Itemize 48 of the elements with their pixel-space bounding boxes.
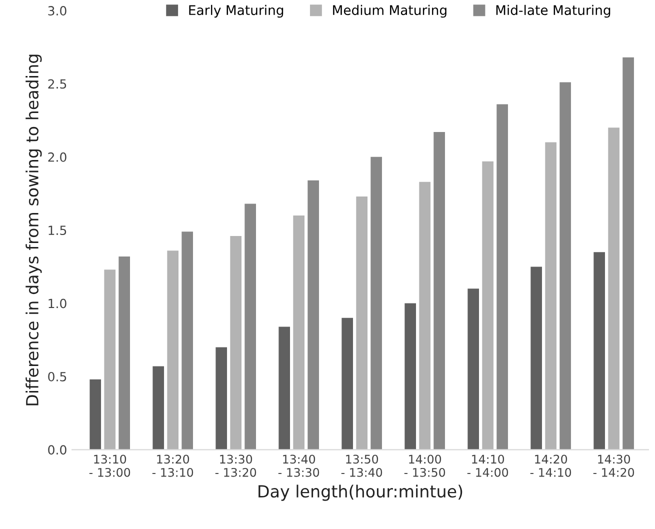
bar <box>118 256 130 450</box>
bar <box>560 82 571 450</box>
x-tick-label: 14:20 - 14:10 <box>530 454 572 477</box>
bar <box>167 250 179 450</box>
x-tick-label: 14:10 - 14:00 <box>467 454 508 477</box>
bar <box>278 326 290 450</box>
bar <box>482 161 494 450</box>
x-tick-label: 13:20 - 13:10 <box>152 454 194 477</box>
bar <box>342 318 354 450</box>
y-tick-label: 3.0 <box>48 6 66 16</box>
bar <box>419 182 430 450</box>
y-tick-label: 0.0 <box>48 445 66 455</box>
y-tick-label: 1.5 <box>48 226 66 236</box>
x-tick-label: 13:50 - 13:40 <box>341 454 382 477</box>
x-tick-label: 14:00 - 13:50 <box>404 454 446 477</box>
bar <box>530 266 542 450</box>
y-tick-label: 1.0 <box>48 298 66 308</box>
legend-label: Early Maturing <box>189 4 284 18</box>
bar <box>356 196 368 450</box>
x-tick-label: 13:10 - 13:00 <box>89 454 130 477</box>
y-tick-label: 2.5 <box>48 79 66 89</box>
bar <box>244 204 256 450</box>
x-axis-title: Day length(hour:mintue) <box>258 484 462 501</box>
bar <box>370 156 382 450</box>
bar <box>545 142 556 450</box>
x-tick-label: 13:40 - 13:30 <box>278 454 320 477</box>
bar <box>293 215 304 450</box>
y-axis-title: Difference in days from sowing to heading <box>26 54 42 406</box>
bar <box>468 288 479 450</box>
bar <box>434 132 445 450</box>
bar <box>152 366 164 450</box>
bar <box>308 180 319 450</box>
bar <box>496 104 508 450</box>
x-tick-label: 13:30 - 13:20 <box>215 454 256 477</box>
bar <box>230 236 242 450</box>
y-tick-label: 0.5 <box>48 372 66 382</box>
x-tick-label: 14:30 - 14:20 <box>593 454 634 477</box>
bar <box>622 57 634 450</box>
bar <box>608 128 620 450</box>
legend-label: Mid-late Maturing <box>496 4 610 18</box>
bar <box>182 232 193 450</box>
bar <box>104 270 116 450</box>
bar <box>216 347 228 450</box>
bar <box>404 303 416 450</box>
bar <box>594 252 605 450</box>
legend-label: Medium Maturing <box>333 4 446 18</box>
bar <box>90 379 102 450</box>
y-tick-label: 2.0 <box>48 152 66 162</box>
